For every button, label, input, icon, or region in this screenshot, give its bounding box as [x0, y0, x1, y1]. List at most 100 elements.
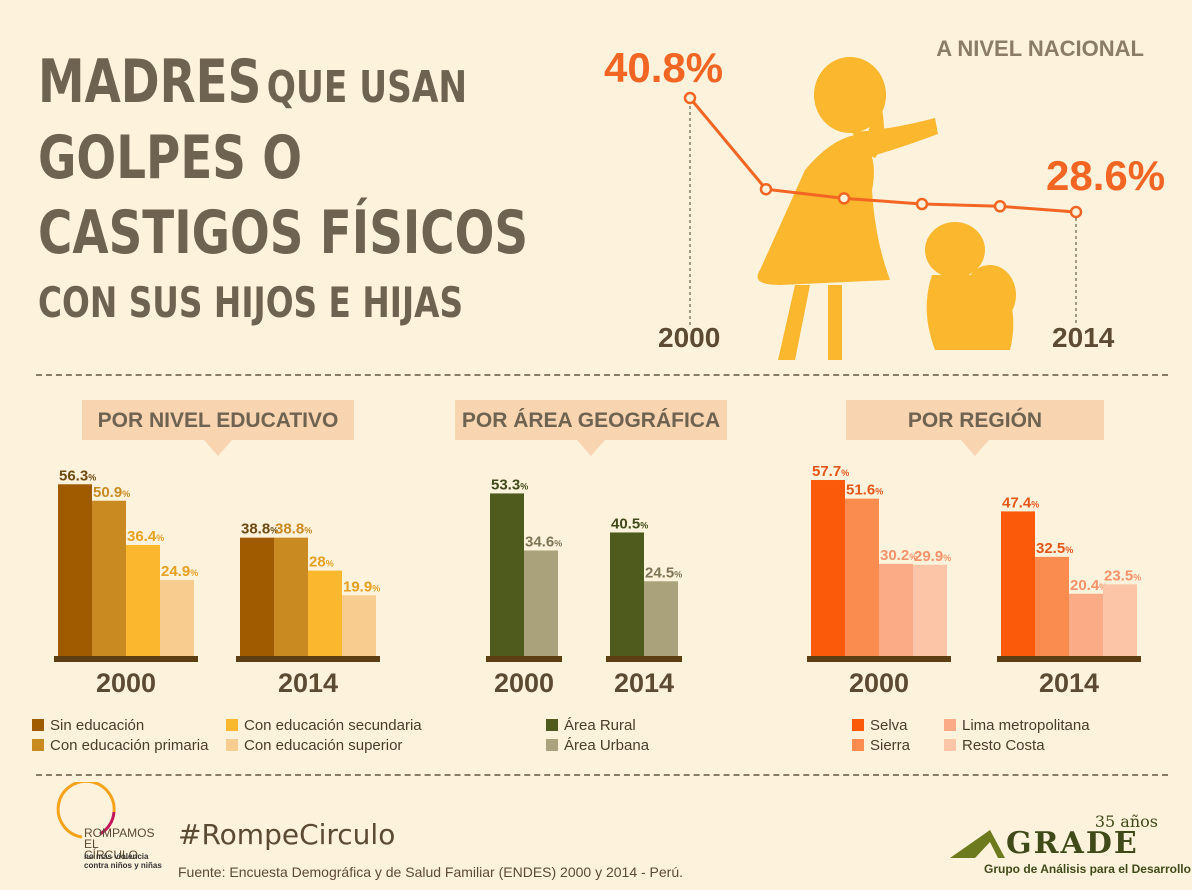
rompamos-logo-icon	[56, 782, 116, 839]
title-line-4: CON SUS HIJOS E HIJAS	[38, 278, 464, 327]
grade-name: GRADE	[1006, 826, 1139, 861]
grade-sub: Grupo de Análisis para el Desarrollo	[984, 862, 1191, 876]
bar	[1103, 584, 1137, 656]
bar-baseline	[606, 656, 682, 662]
bar-value-percent: %	[554, 538, 562, 548]
bar-value-label: 50.9%	[93, 484, 130, 501]
title-line-3: CASTIGOS FÍSICOS	[38, 198, 529, 268]
bar-value-label: 38.8%	[241, 521, 278, 538]
bar-value-percent: %	[520, 481, 528, 491]
bar-value-percent: %	[640, 520, 648, 530]
bar-value-percent: %	[909, 552, 917, 562]
bar	[274, 537, 308, 656]
national-start-year: 2000	[658, 322, 721, 353]
bar-charts: 56.3%50.9% 36.4% 24.9% 2000 38.8%38.8% 28% 19.…	[54, 463, 1141, 698]
bar	[92, 500, 126, 656]
bar	[811, 480, 845, 656]
bar-year-label: 2014	[1039, 668, 1099, 698]
legend-sin-educacion: Sin educación	[32, 717, 144, 734]
bar-baseline	[54, 656, 198, 662]
title-que-usan: QUE USAN	[266, 62, 468, 113]
bar-baseline	[807, 656, 951, 662]
legend-selva: Selva	[852, 717, 908, 734]
mother-figure-icon	[757, 57, 938, 360]
bar	[879, 563, 913, 656]
bar-value-label: 19.9%	[343, 578, 380, 595]
national-trend-point	[759, 182, 773, 196]
legend-superior: Con educación superior	[226, 737, 402, 754]
legend-urbana: Área Urbana	[546, 737, 649, 754]
rompamos-logo-text: ROMPAMOS EL CÍRCULO	[84, 826, 155, 862]
banner-educativo-label: POR NIVEL EDUCATIVO	[97, 409, 339, 432]
banner-educativo: POR NIVEL EDUCATIVO	[82, 400, 354, 456]
bar-baseline	[486, 656, 562, 662]
bar-value-percent: %	[122, 489, 130, 499]
bar	[490, 493, 524, 656]
legend-rural: Área Rural	[546, 717, 636, 734]
rompamos-logo-sub: no más violencia contra niños y niñas	[84, 852, 162, 870]
title-line-1: MADRES QUE USAN	[38, 52, 467, 112]
legend-primaria: Con educación primaria	[32, 737, 208, 754]
legend-resto-costa: Resto Costa	[944, 737, 1045, 754]
bar-value-percent: %	[88, 472, 96, 482]
legend-sierra: Sierra	[852, 737, 910, 754]
bar-value-percent: %	[190, 568, 198, 578]
bar-value-label: 30.2%	[880, 547, 917, 564]
banner-area: POR ÁREA GEOGRÁFICA	[455, 400, 727, 456]
national-trend-point	[837, 192, 851, 205]
banner-region-label: POR REGIÓN	[907, 409, 1043, 432]
grade-years: 35 años	[1094, 812, 1158, 831]
national-end-year: 2014	[1052, 322, 1115, 353]
bar-value-label: 53.3%	[491, 476, 528, 493]
bar-value-label: 20.4%	[1070, 577, 1107, 594]
bar-value-percent: %	[943, 553, 951, 563]
bar	[1035, 556, 1069, 656]
bar-value-percent: %	[1133, 572, 1141, 582]
bar-value-label: 57.7%	[812, 463, 849, 480]
bar-value-percent: %	[1065, 545, 1073, 555]
bar-value-label: 34.6%	[525, 533, 562, 550]
bar	[308, 570, 342, 656]
title-line-2: GOLPES O	[38, 123, 303, 193]
bar-baseline	[997, 656, 1141, 662]
bar	[913, 564, 947, 656]
bar-value-label: 36.4%	[127, 528, 164, 545]
bar	[1001, 511, 1035, 656]
bar	[1069, 593, 1103, 656]
bar-value-percent: %	[156, 533, 164, 543]
bar-value-percent: %	[304, 526, 312, 536]
bar-value-label: 23.5%	[1104, 567, 1141, 584]
bar-value-percent: %	[372, 583, 380, 593]
banner-region: POR REGIÓN	[846, 400, 1104, 456]
bar-year-label: 2000	[849, 668, 909, 698]
bar-value-label: 38.8%	[275, 521, 312, 538]
bar-value-label: 29.9%	[914, 548, 951, 565]
bar	[610, 532, 644, 656]
bar-value-label: 32.5%	[1036, 540, 1073, 557]
bar-value-label: 24.9%	[161, 563, 198, 580]
bar	[342, 595, 376, 656]
bar-value-label: 40.5%	[611, 515, 648, 532]
bar-value-percent: %	[841, 468, 849, 478]
grade-logo-icon	[950, 830, 1005, 858]
national-illustration	[683, 57, 1083, 360]
title-madres: MADRES	[38, 47, 262, 117]
national-trend-point	[683, 91, 697, 105]
source-note: Fuente: Encuesta Demográfica y de Salud …	[178, 864, 684, 880]
bar	[524, 550, 558, 656]
hashtag: #RompeCirculo	[178, 818, 396, 851]
bar	[58, 484, 92, 656]
legend-lima: Lima metropolitana	[944, 717, 1090, 734]
national-trend-line	[683, 91, 1083, 219]
national-trend-point	[1069, 205, 1083, 219]
bar	[845, 498, 879, 656]
bar	[126, 544, 160, 656]
national-end-value: 28.6%	[1046, 152, 1166, 199]
bar-year-label: 2014	[278, 668, 338, 698]
bar-value-label: 56.3%	[59, 467, 96, 484]
national-trend-path	[688, 97, 1077, 214]
bar-value-label: 47.4%	[1002, 494, 1039, 511]
bar-value-label: 24.5%	[645, 564, 682, 581]
bar	[160, 580, 194, 656]
child-figure-icon	[925, 222, 1016, 350]
